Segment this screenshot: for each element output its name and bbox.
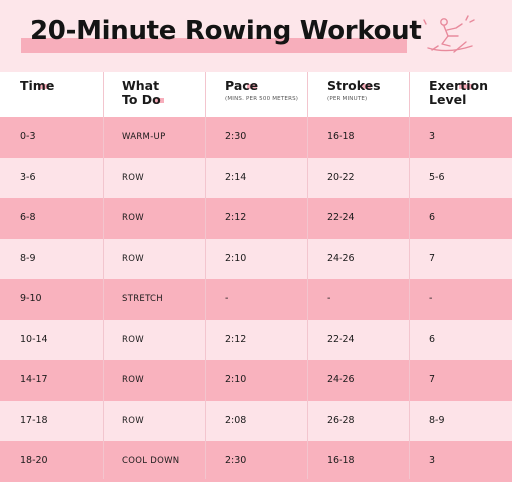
cell-time: 8-9 <box>20 252 36 264</box>
cell-exertion: 3 <box>429 455 436 466</box>
header-exertion: Exertion Level <box>429 72 509 117</box>
cell-pace: - <box>225 293 229 304</box>
cell-what: ROW <box>122 213 144 223</box>
header-strokes-label: Strokes <box>327 78 381 93</box>
cell-what: ROW <box>122 375 144 385</box>
table-row: 3-6 ROW 2:14 20-22 5-6 <box>0 157 512 198</box>
cell-time: 3-6 <box>20 171 36 183</box>
title-banner <box>0 0 512 72</box>
cell-strokes: 24-26 <box>327 374 355 385</box>
column-divider <box>103 72 104 479</box>
table-row: 17-18 ROW 2:08 26-28 8-9 <box>0 400 512 441</box>
header-exertion-highlight <box>459 84 473 89</box>
cell-what: COOL DOWN <box>122 456 180 466</box>
table-row: 14-17 ROW 2:10 24-26 7 <box>0 360 512 401</box>
cell-time: 6-8 <box>20 212 36 223</box>
cell-time: 0-3 <box>20 131 36 142</box>
cell-time: 17-18 <box>20 414 48 426</box>
cell-exertion: 6 <box>429 333 436 345</box>
cell-time: 18-20 <box>20 455 48 466</box>
cell-exertion: 8-9 <box>429 414 445 426</box>
table-row: 9-10 STRETCH - - - <box>0 279 512 320</box>
cell-strokes: 22-24 <box>327 333 355 345</box>
cell-strokes: 22-24 <box>327 212 355 223</box>
title-highlight <box>21 38 407 53</box>
table-row: 0-3 WARM-UP 2:30 16-18 3 <box>0 117 512 158</box>
cell-what: ROW <box>122 334 144 345</box>
rower-icon <box>423 15 475 53</box>
column-divider <box>205 72 206 479</box>
header-pace-label: Pace <box>225 78 259 93</box>
cell-exertion: - <box>429 293 433 304</box>
column-divider <box>307 72 308 479</box>
cell-pace: 2:10 <box>225 252 247 264</box>
column-divider <box>409 72 410 479</box>
cell-strokes: 26-28 <box>327 414 355 426</box>
cell-what: ROW <box>122 253 144 264</box>
cell-pace: 2:10 <box>225 374 247 385</box>
table-row: 6-8 ROW 2:12 22-24 6 <box>0 198 512 239</box>
cell-strokes: 16-18 <box>327 455 355 466</box>
cell-exertion: 3 <box>429 131 436 142</box>
cell-pace: 2:08 <box>225 414 247 426</box>
header-pace: Pace (MINS. PER 500 METERS) <box>225 72 305 117</box>
cell-pace: 2:14 <box>225 171 247 183</box>
table-row: 10-14 ROW 2:12 22-24 6 <box>0 319 512 360</box>
cell-strokes: 16-18 <box>327 131 355 142</box>
cell-pace: 2:30 <box>225 131 247 142</box>
cell-strokes: - <box>327 293 331 304</box>
cell-time: 10-14 <box>20 333 48 345</box>
table-row: 8-9 ROW 2:10 24-26 7 <box>0 238 512 279</box>
header-strokes-highlight <box>361 84 371 89</box>
cell-exertion: 7 <box>429 252 436 264</box>
cell-pace: 2:30 <box>225 455 247 466</box>
header-pace-subtitle: (MINS. PER 500 METERS) <box>225 96 299 102</box>
cell-exertion: 6 <box>429 212 436 223</box>
cell-what: WARM-UP <box>122 132 166 142</box>
cell-pace: 2:12 <box>225 333 247 345</box>
header-strokes-subtitle: (PER MINUTE) <box>327 96 368 102</box>
header-time-label: Time <box>20 78 55 93</box>
table-row: 18-20 COOL DOWN 2:30 16-18 3 <box>0 441 512 482</box>
cell-exertion: 7 <box>429 374 436 385</box>
header-what-label: What To Do <box>122 78 161 107</box>
header-time-highlight <box>38 84 48 89</box>
table-header: Time What To Do Pace (MINS. PER 500 METE… <box>0 72 512 117</box>
cell-strokes: 24-26 <box>327 252 355 264</box>
cell-exertion: 5-6 <box>429 171 445 183</box>
header-strokes: Strokes (PER MINUTE) <box>327 72 407 117</box>
header-pace-highlight <box>247 84 257 89</box>
cell-time: 9-10 <box>20 293 42 304</box>
header-what: What To Do <box>122 72 202 117</box>
cell-what: ROW <box>122 415 144 426</box>
header-time: Time <box>20 72 100 117</box>
cell-time: 14-17 <box>20 374 48 385</box>
page-title: 20-Minute Rowing Workout <box>30 16 422 46</box>
cell-what: ROW <box>122 172 144 183</box>
header-what-highlight <box>154 98 164 103</box>
cell-pace: 2:12 <box>225 212 247 223</box>
header-exertion-label: Exertion Level <box>429 78 488 107</box>
cell-strokes: 20-22 <box>327 171 355 183</box>
cell-what: STRETCH <box>122 294 163 304</box>
